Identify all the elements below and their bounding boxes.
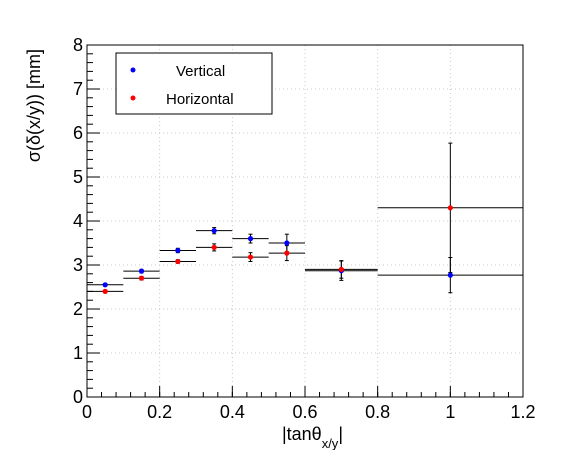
data-point-horizontal [138,275,145,281]
y-tick-label: 4 [73,211,83,231]
y-tick-label: 3 [73,255,83,275]
data-point-horizontal [447,205,453,211]
y-tick-label: 8 [73,35,83,55]
x-axis-title-end: | [338,424,343,444]
legend-box [115,52,273,115]
y-axis-title: σ(δ(x/y)) [mm] [24,49,44,162]
legend-label-horizontal: Horizontal [166,91,234,108]
data-point-horizontal [211,244,217,250]
data-point-horizontal [102,288,108,294]
y-tick-label: 5 [73,167,83,187]
data-point-vertical [175,247,181,254]
legend: Vertical Horizontal [115,52,273,115]
y-tick-label: 0 [73,387,83,407]
axis-ticks [86,44,524,398]
data-point-horizontal [284,250,290,256]
x-axis-title: |tanθx/y| [282,424,343,450]
y-tick-label: 1 [73,343,83,363]
y-tick-label: 6 [73,123,83,143]
data-points [102,205,453,294]
data-point-vertical [211,228,217,234]
y-tick-label: 2 [73,299,83,319]
x-tick-label: 0 [82,402,92,422]
x-tick-label: 0.6 [292,402,317,422]
x-axis-title-sub: x/y [322,436,339,450]
legend-marker-horizontal [130,95,136,101]
x-axis-title-main: |tanθ [282,424,322,444]
data-point-vertical [138,268,145,274]
legend-marker-vertical [130,67,136,73]
x-tick-label: 1.2 [510,402,535,422]
data-point-vertical [284,240,290,246]
y-tick-label: 7 [73,79,83,99]
data-point-horizontal [338,266,344,272]
tick-labels: 0 0.2 0.4 0.6 0.8 1 1.2 0 1 2 3 4 5 6 7 8 [73,35,536,422]
data-point-vertical [102,282,108,288]
data-point-horizontal [247,254,254,260]
legend-label-vertical: Vertical [176,63,225,80]
data-point-vertical [447,272,453,278]
data-point-horizontal [175,258,181,265]
x-tick-label: 0.8 [365,402,390,422]
x-tick-label: 0.4 [220,402,245,422]
x-tick-label: 0.2 [147,402,172,422]
data-point-vertical [247,236,254,242]
x-tick-label: 1 [445,402,455,422]
